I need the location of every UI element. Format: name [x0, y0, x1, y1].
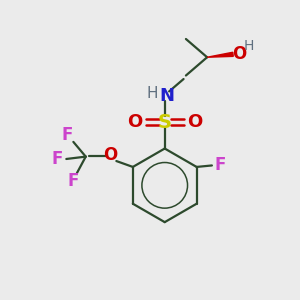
Text: H: H: [244, 39, 254, 53]
Polygon shape: [207, 52, 233, 57]
Text: F: F: [62, 126, 73, 144]
Text: S: S: [158, 112, 172, 131]
Text: F: F: [67, 172, 79, 190]
Text: H: H: [147, 86, 158, 101]
Text: F: F: [214, 157, 226, 175]
Text: O: O: [232, 45, 247, 63]
Text: O: O: [103, 146, 117, 164]
Text: O: O: [127, 113, 142, 131]
Text: F: F: [52, 150, 63, 168]
Text: N: N: [160, 86, 175, 104]
Text: O: O: [188, 113, 203, 131]
